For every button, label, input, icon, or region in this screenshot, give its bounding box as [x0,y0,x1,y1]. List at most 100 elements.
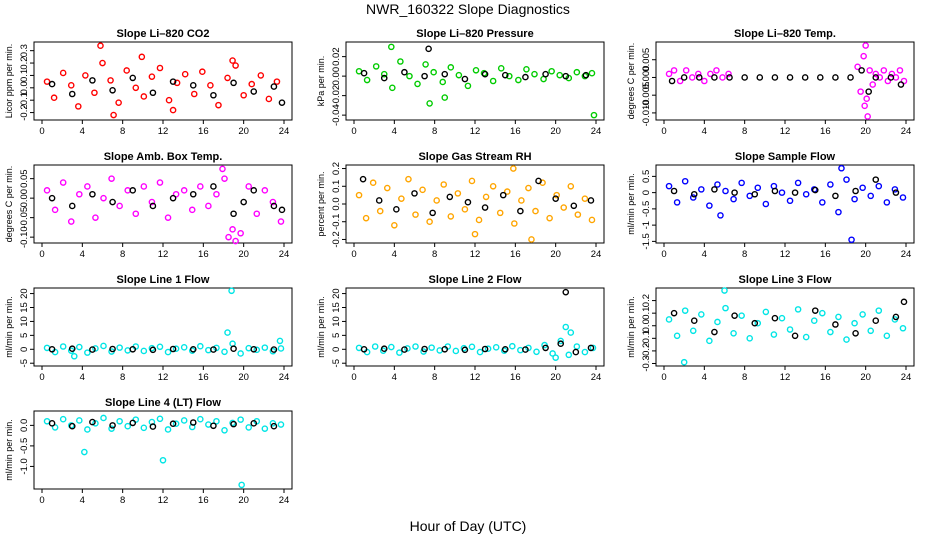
data-point [810,317,818,325]
data-point [411,190,418,197]
data-point [711,328,718,336]
data-point [221,348,228,356]
y-tick-label: 10 [331,316,342,327]
data-point [861,102,868,110]
x-tick-label: 20 [550,249,561,260]
x-tick-label: 12 [158,372,169,383]
data-point [546,214,553,222]
x-tick-label: 4 [702,372,707,383]
data-point [180,417,188,424]
data-point [156,64,164,72]
data-point [706,337,713,345]
x-tick-label: 0 [39,126,44,137]
data-point [865,88,872,95]
series-0 [355,43,598,119]
data-point [237,416,244,423]
y-tick-label: -0.02 [331,85,342,107]
data-point [464,82,472,90]
data-point [380,345,388,353]
data-point [237,229,244,237]
data-point [588,69,596,77]
data-point [355,191,363,199]
data-point [501,71,509,79]
data-point [681,307,689,314]
data-point [277,218,285,225]
data-point [725,70,732,78]
y-tick-label: -0.1 [641,330,652,346]
x-tick-label: 16 [510,372,521,383]
series-0 [355,323,597,361]
data-point [225,233,232,241]
data-point [132,416,140,423]
data-point [665,182,673,190]
data-point [588,216,596,224]
data-point [76,343,83,351]
y-tick-label: 0.05 [19,169,30,188]
data-point [123,67,130,74]
data-point [207,82,214,89]
data-point [440,181,448,188]
data-point [401,68,408,76]
data-point [421,72,428,80]
x-tick-label: 12 [470,126,481,137]
series-0 [43,287,285,360]
data-point [261,344,269,351]
data-point [228,287,235,295]
plot-frame [345,287,605,367]
y-axis-label: ml/min per min. [626,296,636,358]
y-tick-label: 0.2 [641,294,652,307]
data-point [270,422,278,430]
data-point [587,197,595,204]
data-point [688,74,696,81]
data-point [719,74,726,81]
data-point [189,419,197,426]
data-point [722,304,729,312]
data-point [92,420,99,427]
data-point [429,209,436,217]
data-point [838,164,845,172]
data-point [115,99,122,106]
data-point [859,311,866,318]
data-point [863,95,870,103]
x-tick-label: 20 [238,249,249,260]
data-point [84,349,91,356]
data-point [89,346,96,353]
data-point [92,214,99,221]
data-point [447,213,455,220]
y-tick-label: 0.3 [19,44,30,57]
data-point [535,177,542,185]
panel-title: Slope Li–820 Temp. [734,28,836,40]
x-tick-label: 12 [470,372,481,383]
data-point [221,175,228,182]
data-point [680,74,688,81]
data-point [726,74,733,81]
data-point [522,346,529,353]
data-point [396,349,403,356]
x-tick-label: 24 [279,495,290,506]
data-point [454,190,462,197]
data-point [801,74,809,81]
data-point [573,343,581,350]
x-tick-label: 24 [591,126,602,137]
data-point [48,420,56,427]
data-point [108,175,115,182]
data-point [670,187,678,195]
data-point [109,422,116,429]
data-point [771,187,779,195]
data-point [811,186,819,194]
data-point [138,53,146,61]
data-point [751,190,759,198]
data-point [741,74,748,81]
data-point [665,316,673,323]
data-point [188,206,196,214]
y-tick-label: -0.2 [331,231,342,247]
data-point [896,67,904,74]
y-tick-label: 0 [19,347,30,352]
data-point [100,342,107,350]
plot-frame [33,41,293,121]
x-tick-label: 4 [80,495,85,506]
data-point [542,344,549,352]
data-point [210,183,217,190]
data-point [869,81,877,88]
data-point [570,202,578,210]
